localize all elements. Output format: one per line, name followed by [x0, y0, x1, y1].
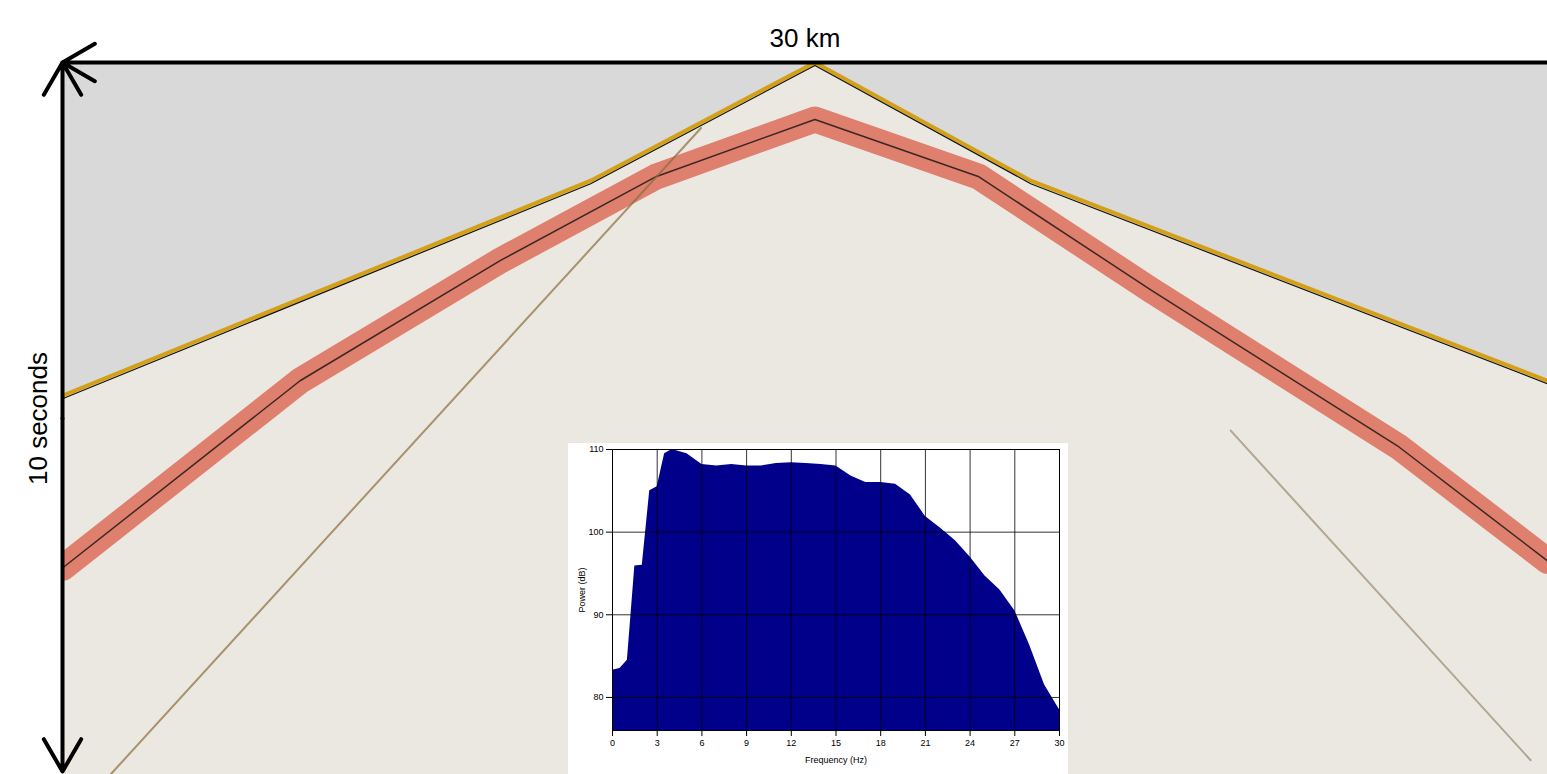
svg-text:21: 21 [920, 738, 930, 748]
svg-text:9: 9 [744, 738, 749, 748]
svg-text:90: 90 [593, 610, 603, 620]
svg-text:10 seconds: 10 seconds [23, 352, 53, 485]
svg-text:18: 18 [876, 738, 886, 748]
svg-text:30 km: 30 km [770, 23, 841, 53]
svg-text:80: 80 [593, 692, 603, 702]
svg-text:Frequency (Hz): Frequency (Hz) [805, 755, 867, 765]
svg-text:30: 30 [1054, 738, 1064, 748]
svg-text:6: 6 [699, 738, 704, 748]
svg-text:27: 27 [1010, 738, 1020, 748]
svg-text:100: 100 [588, 527, 603, 537]
svg-text:3: 3 [655, 738, 660, 748]
svg-text:110: 110 [589, 444, 603, 454]
svg-text:24: 24 [965, 738, 975, 748]
svg-text:0: 0 [610, 738, 615, 748]
svg-text:15: 15 [831, 738, 841, 748]
svg-text:12: 12 [786, 738, 796, 748]
svg-text:Power (dB): Power (dB) [577, 567, 587, 612]
